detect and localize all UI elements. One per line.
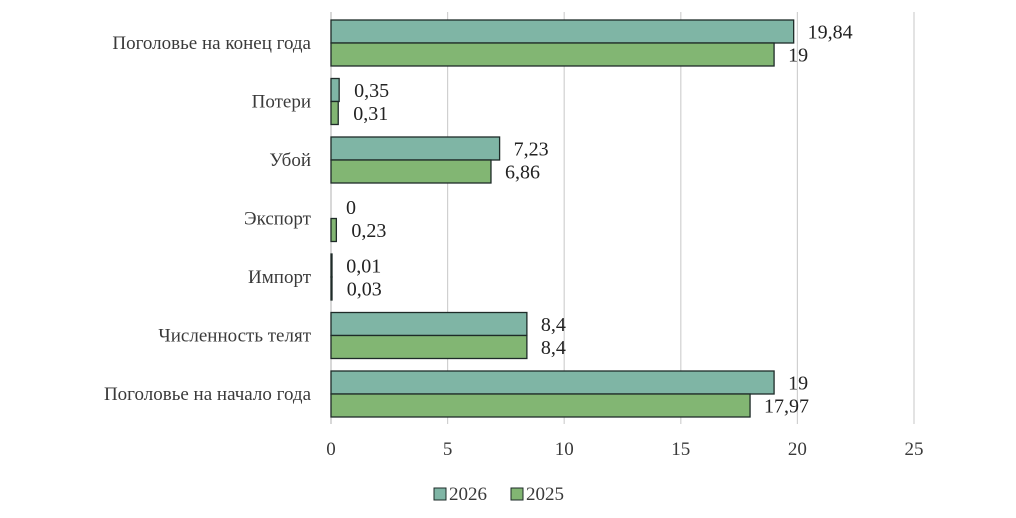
grid-lines: [330, 12, 915, 424]
category-label: Поголовье на конец года: [112, 33, 311, 54]
data-label-2026: 0: [346, 197, 356, 219]
data-label-2026: 0,01: [346, 256, 381, 278]
bar-2025: [330, 42, 775, 67]
category-label: Экспорт: [244, 209, 312, 230]
data-label-2025: 8,4: [541, 337, 566, 359]
legend-swatch-2025: [510, 487, 524, 501]
bar-2026: [330, 136, 501, 161]
bar-2025: [330, 393, 751, 418]
x-tick-label: 5: [443, 439, 453, 460]
x-tick-labels: 0 5 10 15 20 25: [326, 439, 923, 460]
bar-2026: [330, 311, 528, 337]
category-label: Поголовье на начало года: [104, 384, 312, 405]
category-label: Потери: [252, 92, 311, 113]
data-label-2025: 0,03: [347, 279, 382, 301]
x-tick-label: 25: [905, 439, 924, 460]
category-label: Численность телят: [158, 326, 311, 347]
data-label-2025: 0,31: [353, 103, 388, 125]
x-tick-label: 15: [671, 439, 690, 460]
bar-2025: [330, 159, 492, 184]
data-label-2025: 17,97: [764, 396, 809, 418]
legend: 2026 2025: [433, 484, 564, 505]
bars: [330, 19, 795, 418]
category-labels: Поголовье на конец года Потери Убой Экспорт…: [104, 33, 312, 405]
data-label-2025: 0,23: [351, 220, 386, 242]
bar-2026: [330, 19, 795, 44]
x-tick-label: 0: [326, 439, 336, 460]
data-label-2025: 19: [788, 45, 808, 67]
data-label-2026: 19,84: [808, 22, 853, 44]
data-label-2026: 8,4: [541, 314, 566, 336]
bar-2025: [330, 334, 528, 360]
data-label-2025: 6,86: [505, 162, 540, 184]
legend-label-2026: 2026: [449, 484, 487, 505]
data-labels: 19,84190,350,317,236,8600,230,010,038,48…: [346, 22, 853, 418]
bar-2026: [330, 253, 333, 278]
category-label: Импорт: [248, 267, 312, 288]
x-tick-label: 10: [555, 439, 574, 460]
bar-2025: [330, 217, 338, 243]
bar-2025: [330, 276, 333, 301]
bar-2026: [330, 370, 775, 395]
data-label-2026: 0,35: [354, 80, 389, 102]
bar-2025: [330, 100, 339, 126]
legend-swatch-2026: [433, 487, 447, 501]
bar-2026: [330, 77, 340, 103]
data-label-2026: 19: [788, 373, 808, 395]
legend-label-2025: 2025: [526, 484, 564, 505]
category-label: Убой: [269, 150, 311, 171]
x-tick-label: 20: [788, 439, 807, 460]
data-label-2026: 7,23: [514, 139, 549, 161]
